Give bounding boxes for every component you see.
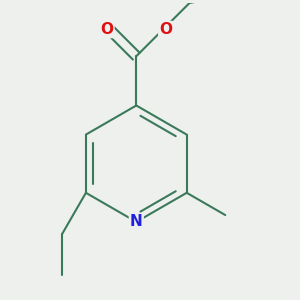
Text: O: O (100, 22, 113, 37)
Text: N: N (130, 214, 143, 230)
Text: O: O (159, 22, 172, 37)
